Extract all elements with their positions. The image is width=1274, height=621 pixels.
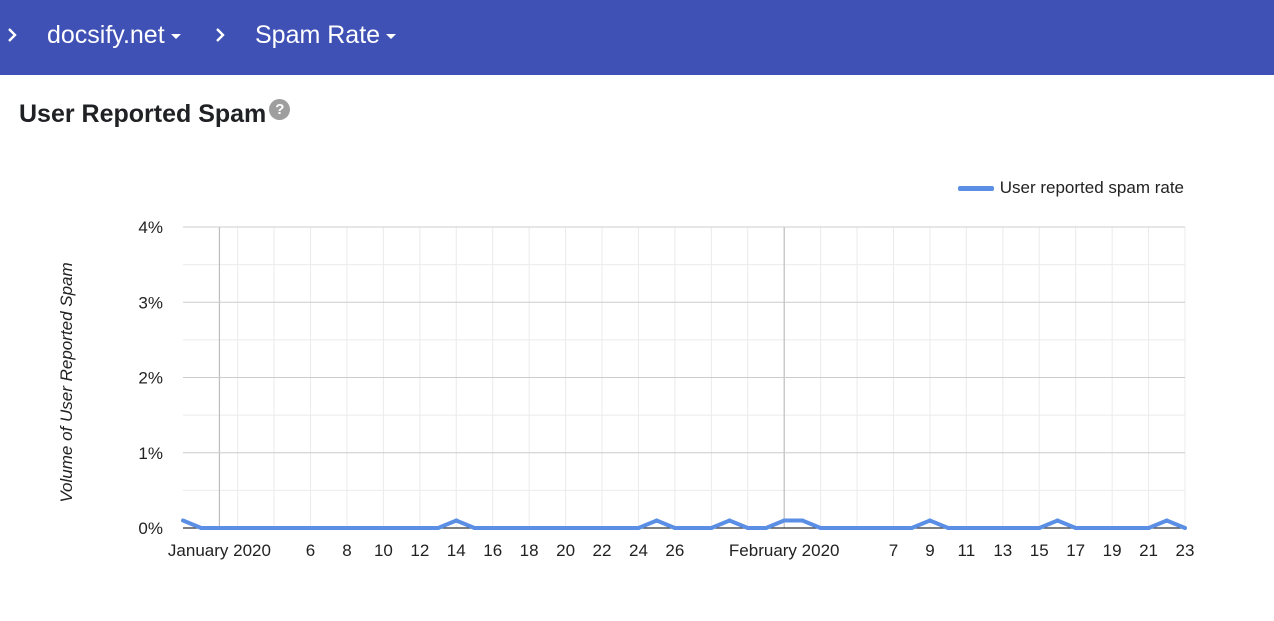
x-tick-label: 24 bbox=[629, 541, 648, 560]
y-axis-tick-labels: 0% 1% 2% 3% 4% bbox=[138, 218, 163, 538]
data-point[interactable] bbox=[818, 526, 823, 530]
data-point[interactable] bbox=[472, 526, 477, 530]
data-point[interactable] bbox=[763, 526, 768, 530]
y-tick-label: 2% bbox=[138, 369, 163, 388]
data-point[interactable] bbox=[181, 518, 185, 523]
y-tick-label: 0% bbox=[138, 519, 163, 538]
x-tick-label: 20 bbox=[556, 541, 575, 560]
breadcrumb-domain-dropdown[interactable]: docsify.net bbox=[47, 19, 181, 51]
breadcrumb-report-label: Spam Rate bbox=[255, 20, 381, 49]
x-tick-label: 16 bbox=[483, 541, 502, 560]
x-tick-label: 17 bbox=[1066, 541, 1085, 560]
data-point[interactable] bbox=[1164, 518, 1169, 523]
y-tick-label: 3% bbox=[138, 293, 163, 312]
data-point[interactable] bbox=[454, 518, 459, 523]
x-tick-label: 15 bbox=[1030, 541, 1049, 560]
y-tick-label: 4% bbox=[138, 218, 163, 237]
data-point[interactable] bbox=[782, 518, 787, 523]
data-point[interactable] bbox=[1055, 518, 1060, 523]
data-point[interactable] bbox=[436, 526, 441, 530]
data-point[interactable] bbox=[1146, 526, 1151, 530]
help-circle-icon[interactable]: ? bbox=[269, 99, 291, 120]
x-tick-label: 14 bbox=[447, 541, 466, 560]
x-tick-label: 21 bbox=[1139, 541, 1158, 560]
data-point[interactable] bbox=[1073, 526, 1078, 530]
data-point[interactable] bbox=[1183, 526, 1187, 530]
x-tick-label: 18 bbox=[520, 541, 539, 560]
series-line[interactable] bbox=[182, 518, 1186, 530]
data-point[interactable] bbox=[654, 518, 659, 523]
caret-down-icon bbox=[170, 33, 181, 39]
y-tick-label: 1% bbox=[138, 444, 163, 463]
chart-legend[interactable]: User reported spam rate bbox=[957, 178, 1184, 198]
data-point[interactable] bbox=[199, 526, 204, 530]
caret-down-icon bbox=[386, 33, 397, 39]
x-tick-label: 13 bbox=[993, 541, 1012, 560]
x-tick-label: 12 bbox=[410, 541, 429, 560]
x-tick-label: 19 bbox=[1103, 541, 1122, 560]
breadcrumb-report-dropdown[interactable]: Spam Rate bbox=[255, 19, 397, 51]
chart-series bbox=[181, 518, 1187, 530]
x-tick-label: February 2020 bbox=[729, 541, 840, 560]
data-point[interactable] bbox=[946, 526, 951, 530]
section-title: User Reported Spam bbox=[19, 100, 267, 128]
x-tick-label: 10 bbox=[374, 541, 393, 560]
legend-label: User reported spam rate bbox=[999, 178, 1184, 197]
data-point[interactable] bbox=[727, 518, 732, 523]
x-tick-label: 9 bbox=[925, 541, 934, 560]
x-tick-label: January 2020 bbox=[168, 541, 271, 560]
data-point[interactable] bbox=[800, 518, 805, 523]
chevron-right-icon bbox=[216, 28, 225, 42]
x-tick-label: 6 bbox=[306, 541, 315, 560]
x-tick-label: 26 bbox=[665, 541, 684, 560]
section-heading: User Reported Spam ? bbox=[19, 99, 291, 129]
chevron-right-icon bbox=[8, 28, 17, 42]
x-tick-label: 7 bbox=[889, 541, 898, 560]
x-tick-label: 8 bbox=[342, 541, 351, 560]
data-point[interactable] bbox=[636, 526, 641, 530]
chart-gridlines bbox=[183, 226, 1186, 529]
breadcrumb-domain-label: docsify.net bbox=[47, 20, 165, 49]
x-axis-tick-labels: January 2020 6 8 10 12 14 16 18 20 22 24 26 February… bbox=[168, 541, 1195, 560]
data-point[interactable] bbox=[909, 526, 914, 530]
data-point[interactable] bbox=[927, 518, 932, 523]
data-point[interactable] bbox=[1037, 526, 1042, 530]
data-point[interactable] bbox=[709, 526, 714, 530]
x-tick-label: 11 bbox=[958, 541, 976, 560]
y-axis-title: Volume of User Reported Spam bbox=[57, 262, 76, 502]
x-tick-label: 22 bbox=[593, 541, 612, 560]
data-point[interactable] bbox=[745, 526, 750, 530]
legend-swatch bbox=[957, 185, 994, 191]
top-app-bar: docsify.net Spam Rate bbox=[0, 0, 1274, 75]
x-tick-label: 23 bbox=[1176, 541, 1195, 560]
data-point[interactable] bbox=[672, 526, 677, 530]
